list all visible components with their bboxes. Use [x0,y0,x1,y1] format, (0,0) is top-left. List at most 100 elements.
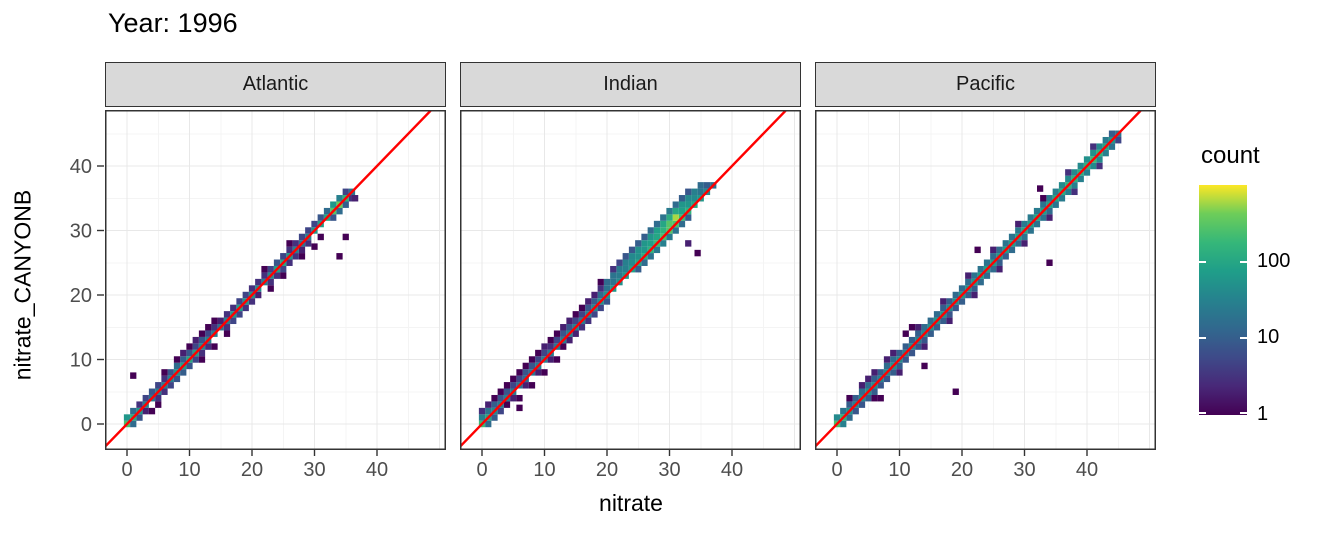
bin2d-cell [211,324,218,331]
bin2d-cell [1108,143,1116,150]
bin2d-cell [298,253,306,260]
bin2d-cell [336,207,343,215]
bin2d-cell [535,356,542,363]
bin2d-cell [865,375,872,383]
bin2d-cell [136,401,143,408]
bin2d-cell [485,407,492,415]
bin2d-cell [236,311,243,318]
bin2d-cell [1046,214,1053,221]
bin2d-cell [908,324,916,331]
bin2d-cell [635,265,642,273]
bin2d-cell [198,349,206,357]
bin2d-cell [298,233,306,241]
bin2d-cell [192,336,199,344]
bin2d-cell [267,285,274,292]
y-axis: 0 10 20 30 40 [70,156,104,436]
bin2d-cell [883,375,891,383]
bin2d-cell [946,317,953,325]
bin2d-cell [553,330,561,337]
bin2d-cell [566,336,573,344]
bin2d-cell [1008,233,1016,241]
bin2d-cell [1096,156,1103,163]
bin2d-cell [352,195,359,202]
bin2d-cell [186,362,193,370]
bin2d-cell [1040,214,1047,221]
bin2d-cell [958,285,966,292]
bin2d-cell [685,201,692,208]
legend-tick-1-right [1240,412,1247,414]
bin2d-cell [236,298,243,305]
bin2d-cell [672,201,679,208]
bin2d-cell [566,317,573,325]
bin2d-cell [173,356,181,363]
bin2d-cell [123,414,131,421]
bin2d-cell [641,259,648,266]
bin2d-cell [286,240,293,247]
bin2d-cell [685,195,692,202]
bin2d-cell [653,246,661,254]
bin2d-cell [535,369,542,376]
panel-border [460,110,801,450]
x-tick-label: 20 [596,459,618,481]
x-tick-label: 20 [241,459,263,481]
bin2d-cell [597,285,604,292]
bin2d-cell [846,394,853,402]
bin2d-cell [597,291,604,299]
bin2d-cell [971,285,978,292]
bin2d-cell [940,304,947,312]
bin2d-cell [273,272,281,279]
bin2d-cell [566,324,573,331]
bin2d-cell [628,253,636,260]
bin2d-cell [192,343,199,350]
bin2d-cell [255,278,262,286]
bin2d-cell [908,349,916,357]
plot-title: Year: 1996 [108,8,238,38]
bin2d-cell [996,265,1003,273]
bin2d-cell [261,265,268,273]
bin2d-cell [230,304,237,312]
bin2d-cell [167,382,174,389]
bin2d-cell [871,388,878,395]
facet-strip-indian: Indian [460,62,801,107]
bin2d-cell [653,233,661,241]
identity-line [105,110,433,448]
legend-label-100: 100 [1257,250,1291,272]
bin2d-cell [1046,195,1053,202]
bin2d-cell [503,382,511,389]
bin2d-cell [685,188,692,196]
bin2d-cell [342,233,349,241]
y-tick-label: 40 [70,156,92,178]
bin2d-cell [205,324,212,331]
bin2d-cell [678,201,686,208]
bin2d-cell [877,369,884,376]
bin2d-cell [198,336,206,344]
bin2d-cell [858,382,866,389]
bin2d-cell [1033,207,1041,215]
bin2d-cell [591,298,598,305]
x-tick-label: 30 [658,459,680,481]
bin2d-cell [896,349,903,357]
bin2d-cell [622,259,629,266]
bin2d-cell [180,356,187,363]
bin2d-cell [933,311,941,318]
bin2d-cell [292,240,299,247]
bin2d-cell [522,382,529,389]
bin2d-cell [603,285,611,292]
bin2d-cell [1040,195,1047,202]
bin2d-cell [547,343,554,350]
bin2d-cell [983,259,991,266]
bin2d-cell [585,317,592,325]
bin2d-cell [1058,182,1066,189]
y-tick-label: 10 [70,350,92,372]
x-tick-label: 10 [888,459,910,481]
bin2d-cell [528,356,536,363]
bin2d-cell [255,291,262,299]
bin2d-cell [130,372,137,379]
bin2d-cell [560,330,567,337]
bin2d-cell [890,349,897,357]
bin2d-cell [148,388,156,395]
bin2d-cell [921,324,928,331]
facet-panel-indian: 0 10 20 30 40 [460,110,801,481]
bin2d-cell [223,324,231,331]
bin2d-cell [267,265,274,273]
